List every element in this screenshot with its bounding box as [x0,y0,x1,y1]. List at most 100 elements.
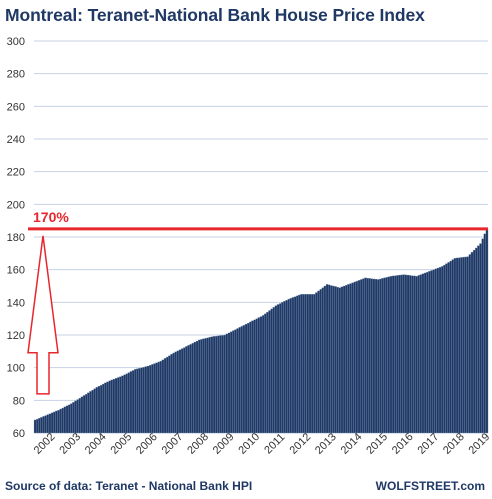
y-tick-label: 200 [7,199,25,211]
bar [234,329,237,434]
bar [72,402,75,434]
x-axis-ticks: 2002 2003 2004 2005 2006 2007 2008 2009 2010 2011… [32,431,492,457]
bar [215,335,218,434]
y-tick-label: 240 [7,134,25,146]
y-tick-label: 100 [7,363,25,375]
y-tick-label: 260 [7,101,25,113]
bar [106,381,109,434]
bar [159,360,163,434]
bar [368,278,371,434]
bar [413,275,416,434]
bar [357,280,361,434]
bar [338,287,342,434]
bar [48,413,52,434]
bar [440,266,444,434]
bar [225,333,229,434]
bar [466,256,470,434]
bar [351,282,354,434]
bar [327,284,331,434]
bar [443,264,446,434]
bar [78,398,82,434]
bar [125,373,128,434]
bar [246,322,250,434]
bar [479,243,482,434]
bar [155,362,158,434]
x-tick-label: 2014 [339,431,365,457]
bar [153,363,156,434]
bar [398,274,401,434]
bar [389,276,393,434]
bar [161,359,165,434]
bar [283,301,286,434]
bar [55,410,58,434]
bar [76,399,79,434]
x-tick-label: 2006 [134,431,160,457]
bar [238,327,241,434]
x-tick-label: 2013 [313,431,339,457]
bar [44,415,47,434]
bar [458,257,461,434]
x-tick-label: 2017 [415,431,441,457]
x-tick-label: 2002 [32,431,58,457]
bar [400,274,403,434]
x-tick-label: 2015 [364,431,390,457]
bar [342,285,346,434]
bar [406,274,410,434]
bar [408,275,412,434]
bar [200,339,203,434]
bar [306,294,310,434]
bar [38,417,41,434]
bar [61,407,65,434]
bar [191,343,195,434]
bar [266,311,269,434]
bar [261,315,265,434]
bar [391,275,395,434]
y-tick-label: 280 [7,69,25,81]
bar [50,412,54,434]
bar [229,331,233,434]
bar [483,233,487,434]
bar [40,417,43,434]
bar [67,404,71,434]
bar [383,277,386,434]
bar [264,313,267,434]
bar [197,339,201,434]
bar [321,287,325,434]
bar [432,269,435,434]
bar [140,367,143,434]
bar [80,396,84,434]
bar [336,286,340,434]
bar [313,294,316,434]
bar [240,326,244,434]
bar [223,334,227,434]
bar [419,274,423,434]
bar [65,405,69,434]
bar [221,335,224,434]
bar [387,276,391,434]
bar [404,274,408,434]
bar [114,378,118,434]
bar [212,336,216,434]
bar [59,408,62,434]
y-tick-label: 220 [7,167,25,179]
bar [349,283,352,434]
bar [298,294,301,434]
x-tick-label: 2009 [211,431,237,457]
x-tick-label: 2008 [185,431,211,457]
bar [325,284,329,434]
bar [99,384,103,434]
bar [296,295,299,434]
bar [353,281,357,434]
bar [129,371,133,434]
bar [57,409,60,434]
bar [291,297,295,434]
bar [189,344,192,434]
bar [485,228,489,434]
bar [70,403,73,434]
bar [385,277,389,434]
bar [278,303,282,434]
bar [257,317,261,434]
bar [315,292,318,434]
bar [355,280,359,434]
bar [123,374,126,434]
